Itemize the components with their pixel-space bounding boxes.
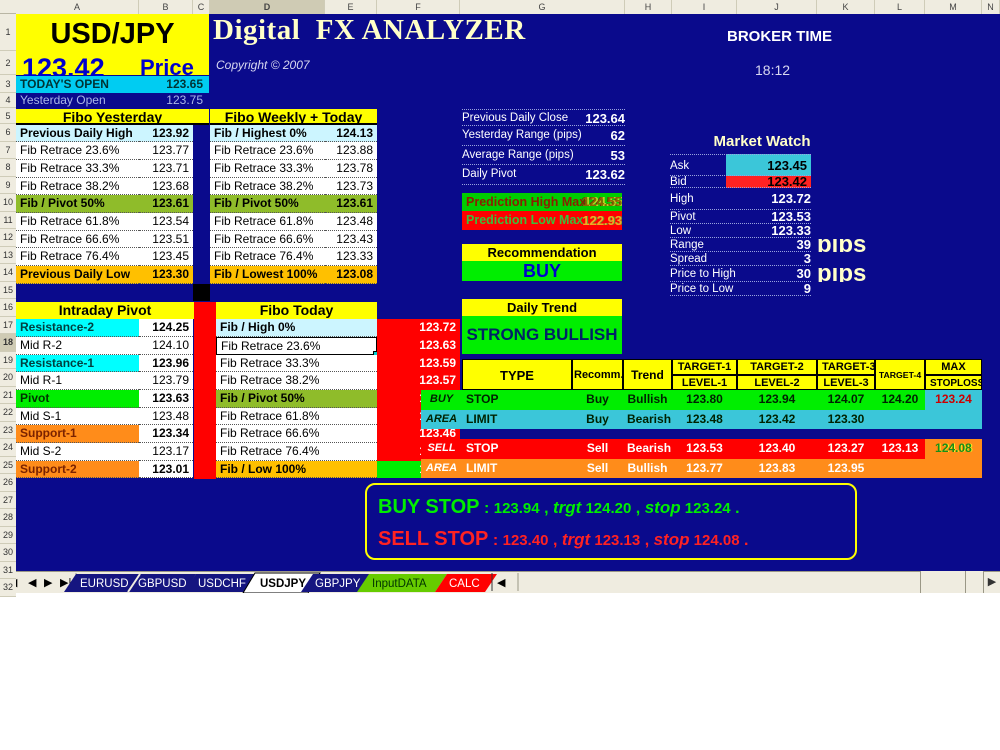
svg-text:EURUSD: EURUSD xyxy=(80,578,129,590)
svg-text:◀: ◀ xyxy=(497,577,506,589)
svg-text:◀: ◀ xyxy=(28,577,37,589)
svg-text:CALC: CALC xyxy=(449,578,480,590)
svg-text:GBPUSD: GBPUSD xyxy=(138,578,187,590)
svg-text:▶: ▶ xyxy=(44,577,53,589)
svg-text:USDJPY: USDJPY xyxy=(260,578,306,590)
svg-text:GBPJPY: GBPJPY xyxy=(315,578,361,590)
svg-text:USDCHF: USDCHF xyxy=(198,578,246,590)
svg-text:InputDATA: InputDATA xyxy=(372,578,427,590)
